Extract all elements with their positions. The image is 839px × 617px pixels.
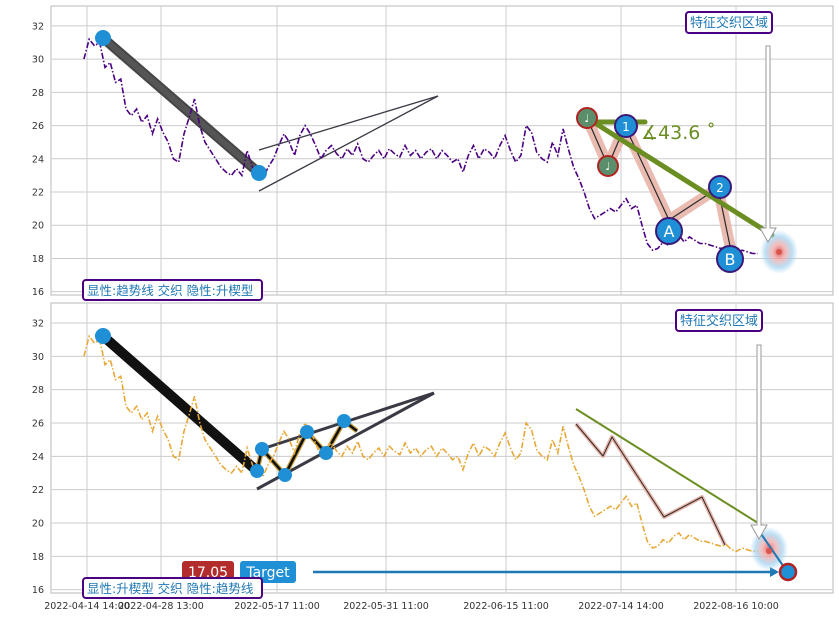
bottom-arrow-icon bbox=[750, 344, 768, 541]
svg-text:显性:升楔型 交织 隐性:趋势线: 显性:升楔型 交织 隐性:趋势线 bbox=[87, 581, 254, 596]
top-marker-low: ♩ bbox=[597, 155, 619, 177]
y-tick-label: 30 bbox=[32, 55, 44, 66]
x-tick-label: 2022-07-14 14:00 bbox=[578, 601, 664, 612]
y-tick-label: 18 bbox=[32, 254, 44, 265]
svg-text:特征交织区域: 特征交织区域 bbox=[680, 313, 758, 329]
y-tick-label: 26 bbox=[32, 121, 44, 132]
top-marker-1: 1 bbox=[614, 114, 638, 138]
y-tick-label: 16 bbox=[32, 585, 44, 596]
y-tick-label: 16 bbox=[32, 287, 44, 298]
top-wedge-lines bbox=[258, 95, 439, 192]
y-tick-label: 24 bbox=[32, 154, 44, 165]
y-tick-label: 20 bbox=[32, 221, 44, 232]
bottom-pattern-channel bbox=[574, 422, 727, 546]
bottom-y-tick-labels: 16 18 20 22 24 26 28 30 32 bbox=[32, 319, 44, 597]
y-tick-label: 22 bbox=[32, 485, 44, 496]
bottom-region-label: 特征交织区域 bbox=[675, 309, 763, 332]
top-end-point bbox=[251, 165, 267, 181]
top-legend-label: 显性:趋势线 交织 隐性:升楔型 bbox=[82, 279, 263, 301]
small-point-label: ♩ bbox=[605, 160, 610, 173]
bottom-wedge-point bbox=[250, 464, 264, 478]
top-y-tick-labels: 16 18 20 22 24 26 28 30 32 bbox=[32, 21, 44, 298]
bottom-legend-label: 显性:升楔型 交织 隐性:趋势线 bbox=[82, 577, 263, 599]
svg-text:显性:趋势线 交织 隐性:升楔型: 显性:趋势线 交织 隐性:升楔型 bbox=[87, 283, 253, 298]
top-trend-line-thick bbox=[98, 33, 264, 178]
y-tick-label: 32 bbox=[32, 319, 44, 330]
bottom-target-point bbox=[778, 562, 798, 582]
point-label-A: A bbox=[664, 222, 675, 241]
y-tick-label: 28 bbox=[32, 385, 44, 396]
top-start-point bbox=[95, 30, 111, 46]
y-tick-label: 26 bbox=[32, 419, 44, 430]
bottom-wedge-point bbox=[337, 414, 351, 428]
top-arrow-icon bbox=[759, 45, 777, 244]
point-label-B: B bbox=[725, 250, 736, 269]
x-tick-label: 2022-04-28 13:00 bbox=[118, 601, 204, 612]
y-tick-label: 20 bbox=[32, 519, 44, 530]
y-tick-label: 18 bbox=[32, 552, 44, 563]
x-tick-label: 2022-08-16 10:00 bbox=[693, 601, 779, 612]
point-label-2: 2 bbox=[716, 181, 724, 195]
top-marker-start: ♩ bbox=[576, 107, 598, 129]
angle-label: ∡43.6 ˚ bbox=[641, 122, 716, 144]
y-tick-label: 28 bbox=[32, 88, 44, 99]
bottom-price-line bbox=[83, 334, 758, 553]
bottom-grid bbox=[51, 303, 833, 593]
y-tick-label: 30 bbox=[32, 352, 44, 363]
bottom-trend-line-thick bbox=[98, 331, 262, 476]
bottom-target-line bbox=[313, 567, 779, 577]
bottom-green-trend-line bbox=[575, 408, 767, 546]
top-panel-frame bbox=[50, 5, 834, 296]
bottom-wedge-point bbox=[255, 442, 269, 456]
top-target-glow bbox=[760, 230, 798, 274]
x-tick-label: 2022-05-17 11:00 bbox=[234, 601, 320, 612]
bottom-wedge-point bbox=[319, 446, 333, 460]
top-region-label: 特征交织区域 bbox=[685, 11, 773, 34]
top-marker-B: B bbox=[716, 245, 744, 273]
y-tick-label: 32 bbox=[32, 21, 44, 32]
y-tick-label: 24 bbox=[32, 452, 44, 463]
bottom-start-point bbox=[95, 328, 111, 344]
x-tick-label: 2022-04-14 14:00 bbox=[44, 601, 130, 612]
svg-text:特征交织区域: 特征交织区域 bbox=[690, 15, 768, 31]
x-tick-label: 2022-06-15 11:00 bbox=[463, 601, 549, 612]
small-point-label: ♩ bbox=[584, 112, 589, 125]
x-tick-label: 2022-05-31 11:00 bbox=[343, 601, 429, 612]
top-price-line bbox=[83, 37, 758, 255]
bottom-wedge-point bbox=[300, 425, 314, 439]
bottom-panel-frame bbox=[50, 302, 834, 594]
top-marker-A: A bbox=[655, 217, 683, 245]
bottom-wedge-point bbox=[278, 468, 292, 482]
y-tick-label: 22 bbox=[32, 188, 44, 199]
top-marker-2: 2 bbox=[708, 175, 732, 199]
point-label-1: 1 bbox=[622, 120, 630, 134]
